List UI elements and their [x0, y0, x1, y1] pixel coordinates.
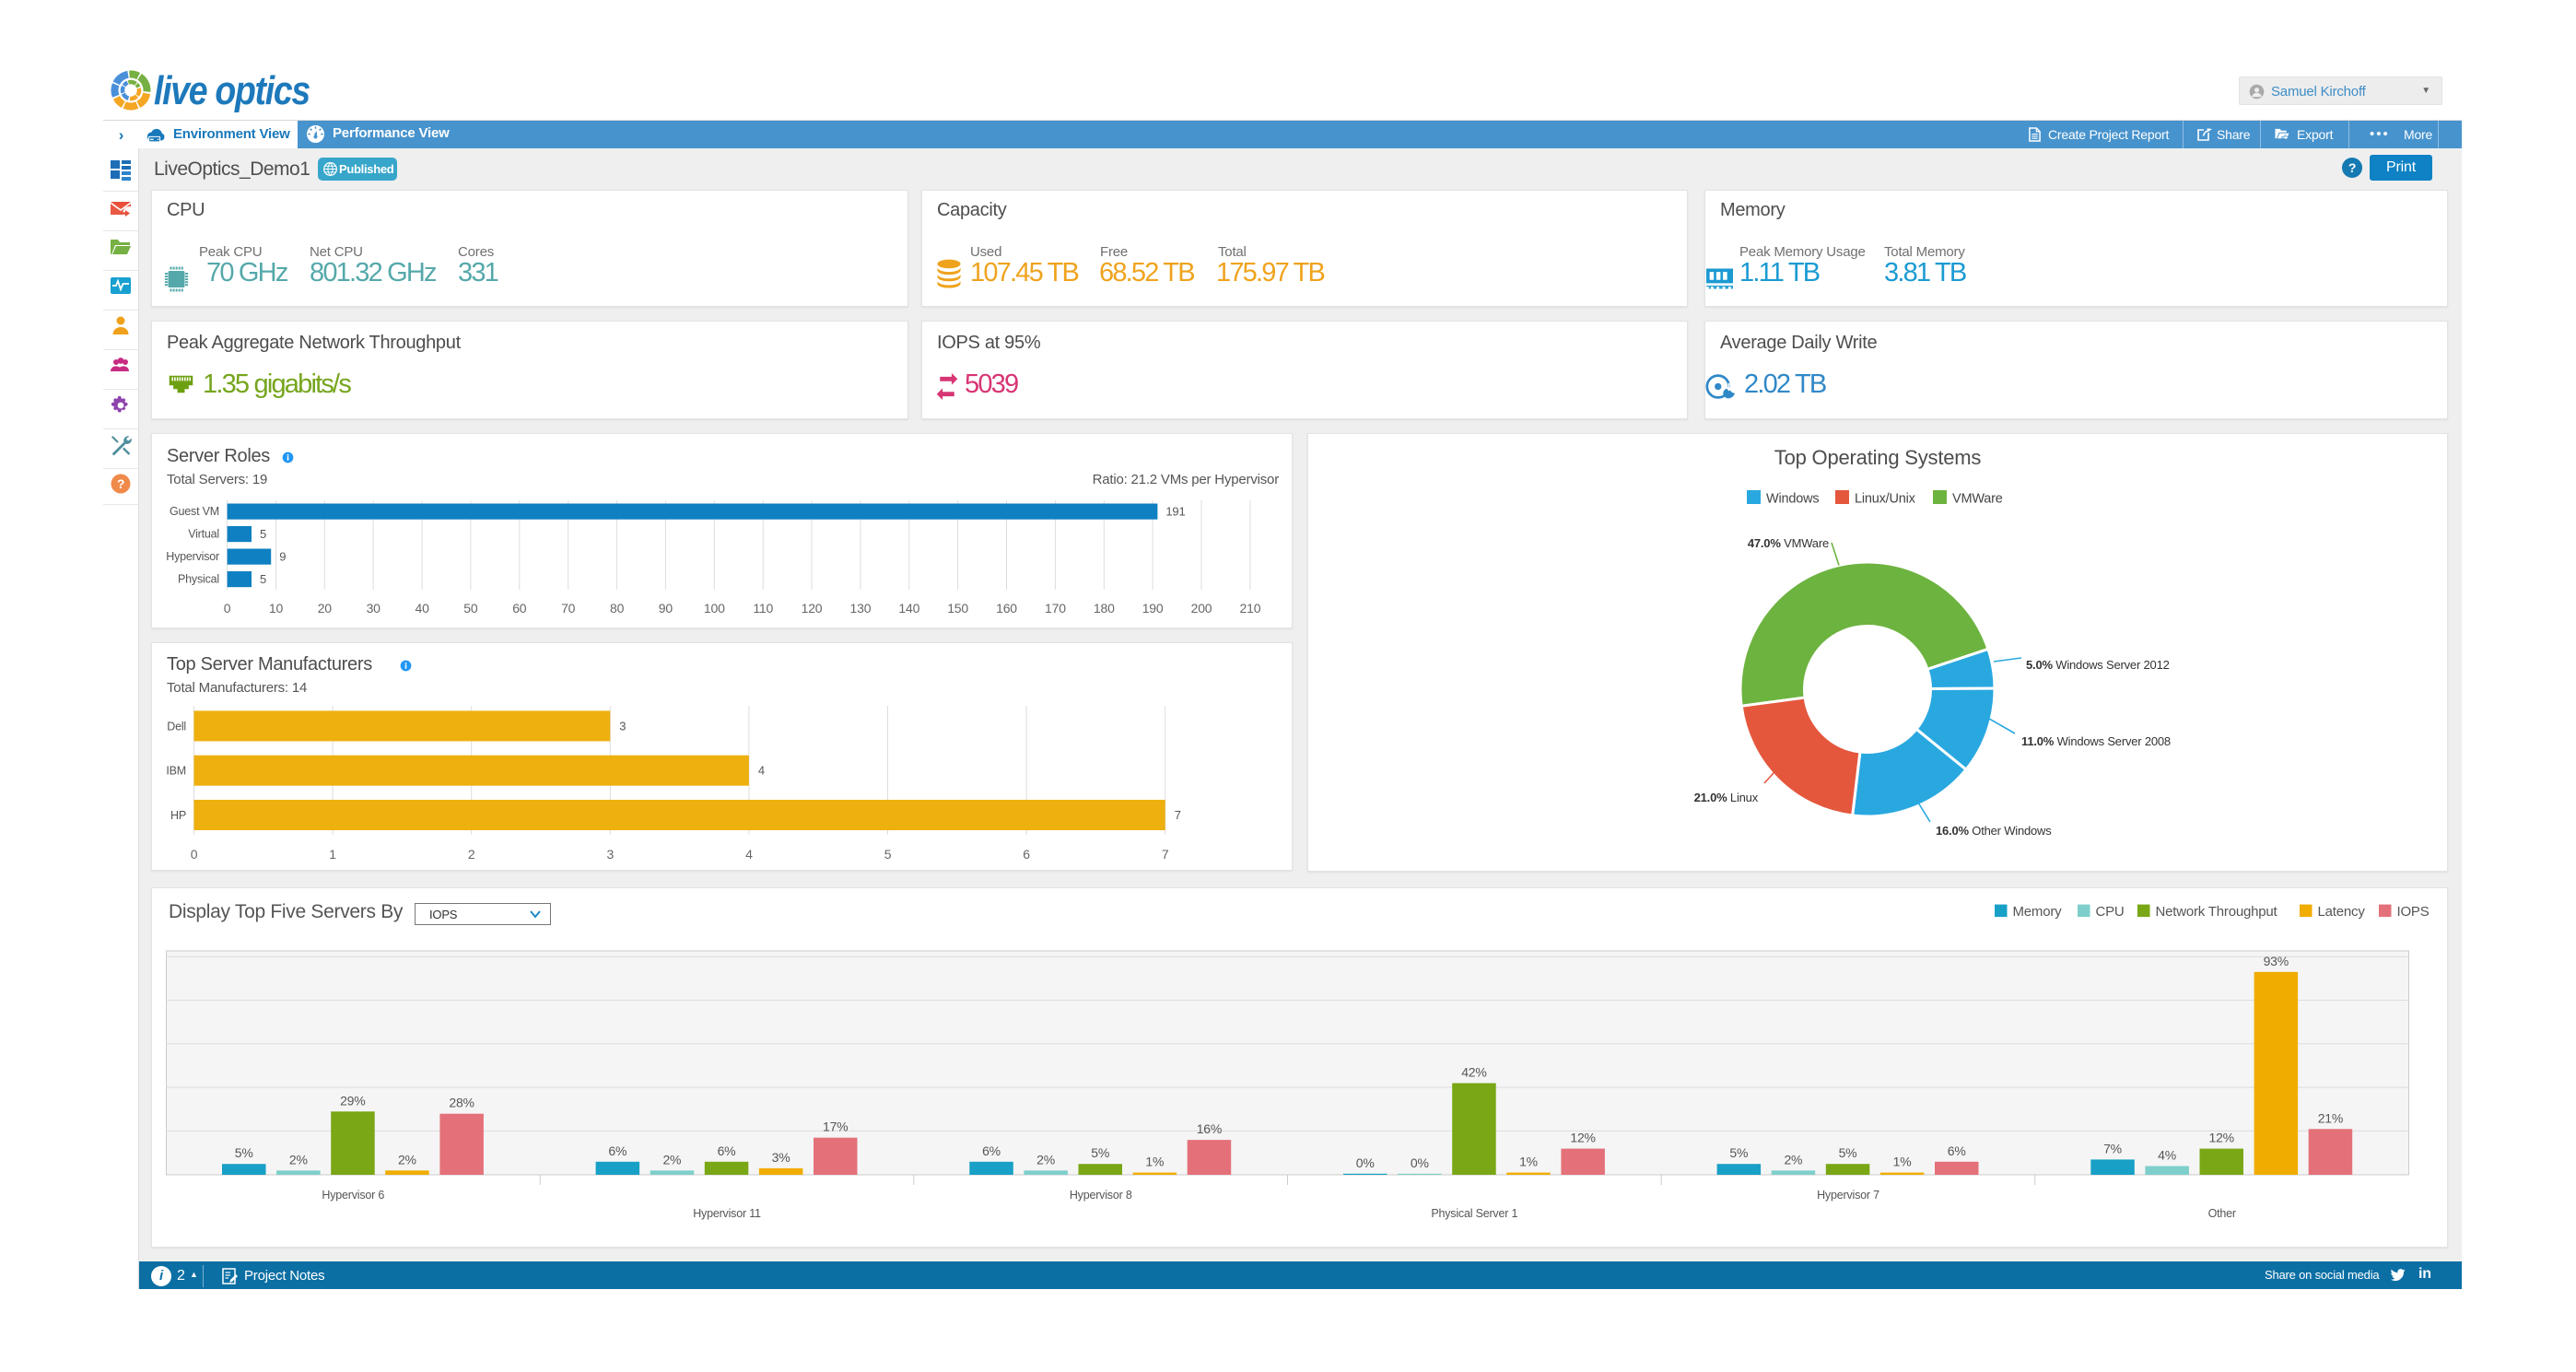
svg-text:6%: 6%: [1948, 1143, 1966, 1158]
svg-text:4: 4: [745, 847, 753, 862]
svg-text:2: 2: [468, 847, 475, 862]
svg-text:3: 3: [607, 847, 615, 862]
svg-text:21%: 21%: [2318, 1110, 2343, 1125]
svg-text:2%: 2%: [1784, 1152, 1802, 1167]
svg-text:5: 5: [884, 847, 892, 862]
svg-text:110: 110: [753, 601, 773, 616]
svg-text:Dell: Dell: [167, 720, 186, 733]
svg-text:90: 90: [659, 601, 673, 616]
svg-text:10: 10: [269, 601, 284, 616]
svg-text:140: 140: [898, 601, 919, 616]
svg-text:CPU: CPU: [2096, 904, 2125, 920]
svg-text:7: 7: [1162, 847, 1169, 862]
svg-text:IBM: IBM: [166, 765, 186, 778]
svg-text:5: 5: [260, 572, 266, 586]
svg-text:70: 70: [561, 601, 576, 616]
svg-text:5%: 5%: [235, 1145, 253, 1160]
svg-text:Memory: Memory: [2013, 904, 2063, 920]
svg-text:Hypervisor 6: Hypervisor 6: [322, 1189, 384, 1202]
svg-text:47.0% VMWare: 47.0% VMWare: [1748, 536, 1829, 550]
svg-text:60: 60: [512, 601, 527, 616]
svg-text:4%: 4%: [2158, 1148, 2176, 1163]
svg-text:1%: 1%: [1519, 1155, 1538, 1169]
svg-text:5%: 5%: [1091, 1145, 1109, 1160]
svg-text:?: ?: [117, 476, 124, 491]
svg-text:Top Operating Systems: Top Operating Systems: [1774, 446, 1982, 469]
svg-text:40: 40: [416, 601, 430, 616]
svg-text:HP: HP: [170, 809, 186, 822]
svg-text:2%: 2%: [398, 1152, 416, 1167]
svg-text:42%: 42%: [1461, 1065, 1486, 1080]
svg-text:7%: 7%: [2103, 1141, 2122, 1155]
svg-text:Hypervisor 8: Hypervisor 8: [1070, 1189, 1132, 1202]
svg-text:12%: 12%: [1570, 1131, 1595, 1145]
svg-text:191: 191: [1165, 505, 1185, 519]
svg-text:VMWare: VMWare: [1952, 492, 2003, 507]
svg-text:Windows: Windows: [1766, 492, 1819, 507]
svg-text:16%: 16%: [1197, 1121, 1222, 1136]
svg-text:0%: 0%: [1356, 1155, 1375, 1170]
svg-text:Network Throughput: Network Throughput: [2156, 904, 2278, 920]
svg-text:5: 5: [260, 527, 266, 541]
svg-text:2%: 2%: [662, 1152, 681, 1167]
svg-text:Latency: Latency: [2318, 904, 2366, 920]
svg-text:Guest VM: Guest VM: [170, 505, 219, 518]
svg-text:Physical Server 1: Physical Server 1: [1431, 1207, 1517, 1220]
svg-text:160: 160: [996, 601, 1017, 616]
svg-text:170: 170: [1045, 601, 1066, 616]
svg-text:180: 180: [1094, 601, 1115, 616]
svg-text:17%: 17%: [823, 1120, 848, 1134]
svg-text:2%: 2%: [1036, 1152, 1055, 1167]
svg-text:150: 150: [947, 601, 968, 616]
svg-text:1%: 1%: [1893, 1155, 1912, 1169]
svg-text:IOPS: IOPS: [2397, 904, 2430, 920]
svg-text:1%: 1%: [1145, 1155, 1164, 1169]
svg-text:21.0% Linux: 21.0% Linux: [1694, 791, 1759, 804]
svg-text:5%: 5%: [1839, 1145, 1857, 1160]
svg-text:6%: 6%: [608, 1143, 626, 1158]
svg-text:6%: 6%: [982, 1143, 1001, 1158]
svg-text:6%: 6%: [718, 1143, 736, 1158]
svg-text:120: 120: [802, 601, 823, 616]
svg-text:6: 6: [1023, 847, 1030, 862]
svg-text:210: 210: [1240, 601, 1261, 616]
svg-text:5.0% Windows Server 2012: 5.0% Windows Server 2012: [2026, 658, 2170, 672]
svg-text:Linux/Unix: Linux/Unix: [1855, 492, 1916, 507]
svg-text:0%: 0%: [1411, 1155, 1429, 1170]
svg-text:Hypervisor 7: Hypervisor 7: [1817, 1189, 1879, 1202]
svg-text:130: 130: [850, 601, 872, 616]
svg-text:100: 100: [704, 601, 725, 616]
svg-text:5%: 5%: [1729, 1145, 1748, 1160]
svg-text:Hypervisor 11: Hypervisor 11: [693, 1207, 761, 1220]
svg-text:9: 9: [279, 550, 286, 564]
svg-text:50: 50: [463, 601, 478, 616]
svg-text:16.0% Other Windows: 16.0% Other Windows: [1936, 824, 2052, 838]
svg-text:28%: 28%: [449, 1096, 474, 1110]
svg-text:3%: 3%: [772, 1150, 790, 1165]
svg-text:7: 7: [1175, 808, 1181, 822]
svg-text:11.0% Windows Server 2008: 11.0% Windows Server 2008: [2021, 734, 2171, 748]
svg-text:93%: 93%: [2264, 954, 2289, 968]
svg-text:200: 200: [1191, 601, 1212, 616]
svg-text:4: 4: [758, 764, 765, 778]
svg-text:Virtual: Virtual: [188, 528, 219, 541]
svg-text:1: 1: [329, 847, 336, 862]
svg-text:Physical: Physical: [178, 573, 219, 586]
svg-text:2%: 2%: [289, 1152, 308, 1167]
svg-text:190: 190: [1142, 601, 1164, 616]
svg-text:20: 20: [318, 601, 333, 616]
svg-text:Other: Other: [2208, 1207, 2236, 1220]
svg-text:Hypervisor: Hypervisor: [166, 550, 219, 563]
svg-text:30: 30: [367, 601, 381, 616]
svg-text:0: 0: [224, 601, 231, 616]
svg-text:29%: 29%: [340, 1093, 365, 1108]
svg-text:12%: 12%: [2208, 1131, 2233, 1145]
svg-text:0: 0: [191, 847, 198, 862]
svg-text:3: 3: [619, 719, 626, 733]
svg-text:80: 80: [610, 601, 625, 616]
